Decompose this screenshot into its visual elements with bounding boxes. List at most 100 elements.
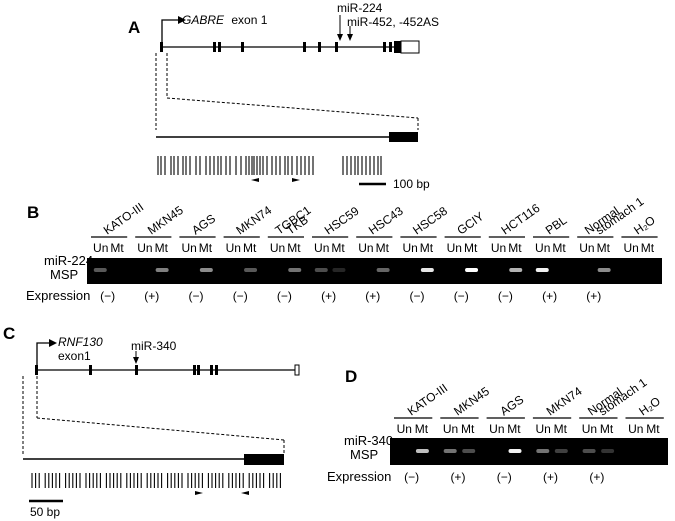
d-band-un-1 bbox=[443, 449, 457, 453]
b-un-label-2: Un bbox=[181, 241, 196, 255]
b-expression-2: (−) bbox=[189, 289, 204, 303]
b-band-mt-9 bbox=[509, 268, 523, 272]
panel-b-letter: B bbox=[27, 203, 39, 222]
d-expression-4: (+) bbox=[589, 470, 604, 484]
d-mt-label-5: Mt bbox=[646, 422, 660, 436]
panel-d-letter: D bbox=[345, 367, 357, 386]
panel-b-bands bbox=[93, 268, 611, 272]
d-un-label-4: Un bbox=[582, 422, 597, 436]
b-un-label-1: Un bbox=[137, 241, 152, 255]
panel-c-cpg-sites bbox=[31, 473, 281, 488]
b-mt-label-2: Mt bbox=[199, 241, 213, 255]
b-un-label-10: Un bbox=[535, 241, 550, 255]
b-lane-label-3: MKN74 bbox=[233, 203, 274, 238]
d-lane-label-0: KATO-III bbox=[405, 381, 450, 419]
b-mt-label-5: Mt bbox=[331, 241, 345, 255]
b-band-mt-2 bbox=[199, 268, 213, 272]
panel-c-exon-label: exon1 bbox=[58, 349, 91, 363]
b-un-label-6: Un bbox=[358, 241, 373, 255]
panel-a-cpg-sites bbox=[157, 156, 382, 175]
b-lane-label-1: MKN45 bbox=[145, 203, 186, 238]
panel-b-expression: (−) (+) (−) (−) (−) (+) (+) (−) (−) (−) (+) (+) bbox=[100, 289, 601, 303]
d-un-label-0: Un bbox=[397, 422, 412, 436]
d-band-mt-0 bbox=[415, 449, 429, 453]
b-mt-label-9: Mt bbox=[508, 241, 522, 255]
d-expression-2: (−) bbox=[497, 470, 512, 484]
panel-b-expression-label: Expression bbox=[26, 288, 90, 303]
b-band-mt-1 bbox=[155, 268, 169, 272]
panel-b-assay-line2: MSP bbox=[50, 267, 78, 282]
d-band-mt-2 bbox=[508, 449, 522, 453]
b-expression-5: (+) bbox=[321, 289, 336, 303]
b-un-label-11: Un bbox=[579, 241, 594, 255]
panel-c-gene-structure bbox=[35, 364, 300, 376]
b-expression-10: (+) bbox=[542, 289, 557, 303]
svg-text:GABRE exon 1: GABRE exon 1 bbox=[182, 13, 268, 27]
b-un-label-4: Un bbox=[270, 241, 285, 255]
b-band-mt-4 bbox=[288, 268, 302, 272]
b-lane-label-2: AGS bbox=[189, 211, 218, 237]
panel-c-gene-name: RNF130 bbox=[58, 335, 103, 349]
d-mt-label-1: Mt bbox=[461, 422, 475, 436]
b-lane-label-10: PBL bbox=[543, 213, 570, 238]
b-expression-4: (−) bbox=[277, 289, 292, 303]
b-band-mt-6 bbox=[376, 268, 390, 272]
panel-a-letter: A bbox=[128, 18, 140, 37]
d-mt-label-4: Mt bbox=[600, 422, 614, 436]
d-expression-0: (−) bbox=[404, 470, 419, 484]
b-un-label-3: Un bbox=[226, 241, 241, 255]
d-expression-1: (+) bbox=[450, 470, 465, 484]
panel-c-scale-label: 50 bp bbox=[30, 505, 60, 519]
panel-d-expression-label: Expression bbox=[327, 469, 391, 484]
b-mt-label-0: Mt bbox=[110, 241, 124, 255]
panel-a-mirna-label-1: miR-224 bbox=[337, 1, 383, 15]
b-band-un-10 bbox=[535, 268, 549, 272]
panel-c-letter: C bbox=[3, 324, 15, 343]
panel-c-primer-arrows bbox=[195, 491, 249, 495]
b-lane-label-7: HSC58 bbox=[410, 204, 450, 238]
b-lane-label-8: GCIY bbox=[454, 209, 486, 237]
panel-a-gene-name: GABRE bbox=[182, 13, 225, 27]
b-band-mt-3 bbox=[244, 268, 258, 272]
panel-d-assay-line1: miR-340 bbox=[344, 433, 393, 448]
b-expression-9: (−) bbox=[498, 289, 513, 303]
b-expression-8: (−) bbox=[454, 289, 469, 303]
b-mt-label-4: Mt bbox=[287, 241, 301, 255]
panel-a-gene-structure bbox=[160, 40, 420, 54]
panel-b-gel bbox=[87, 258, 662, 284]
d-un-label-3: Un bbox=[535, 422, 550, 436]
b-expression-1: (+) bbox=[144, 289, 159, 303]
panel-a-mirna-arrows bbox=[337, 15, 353, 41]
panel-d-gel bbox=[390, 438, 668, 465]
b-lane-label-5: HSC59 bbox=[322, 204, 362, 238]
b-lane-label-9: HCT116 bbox=[499, 201, 543, 238]
d-mt-label-3: Mt bbox=[554, 422, 568, 436]
d-lane-label-2: AGS bbox=[497, 392, 526, 418]
d-un-label-1: Un bbox=[443, 422, 458, 436]
b-mt-label-3: Mt bbox=[243, 241, 257, 255]
b-mt-label-8: Mt bbox=[464, 241, 478, 255]
b-band-un-0 bbox=[93, 268, 107, 272]
panel-a-scale-label: 100 bp bbox=[393, 177, 430, 191]
d-band-un-3 bbox=[536, 449, 550, 453]
panel-d-bands bbox=[415, 449, 615, 453]
d-lane-label-5: H₂O bbox=[636, 394, 663, 418]
b-lane-label-0: KATO-III bbox=[101, 200, 146, 238]
panel-d-assay-line2: MSP bbox=[350, 447, 378, 462]
panel-a-primer-arrows bbox=[251, 178, 300, 182]
b-lane-label-12: H₂O bbox=[631, 213, 658, 237]
b-expression-11: (+) bbox=[586, 289, 601, 303]
d-un-label-2: Un bbox=[489, 422, 504, 436]
b-band-mt-8 bbox=[465, 268, 479, 272]
b-un-label-9: Un bbox=[491, 241, 506, 255]
panel-d-expression: (−) (+) (−) (+) (+) bbox=[404, 470, 604, 484]
b-mt-label-12: Mt bbox=[641, 241, 655, 255]
d-band-mt-4 bbox=[601, 449, 615, 453]
b-mt-label-7: Mt bbox=[420, 241, 434, 255]
panel-c-zoom-lines bbox=[22, 376, 285, 455]
b-band-mt-11 bbox=[597, 268, 611, 272]
b-mt-label-11: Mt bbox=[597, 241, 611, 255]
